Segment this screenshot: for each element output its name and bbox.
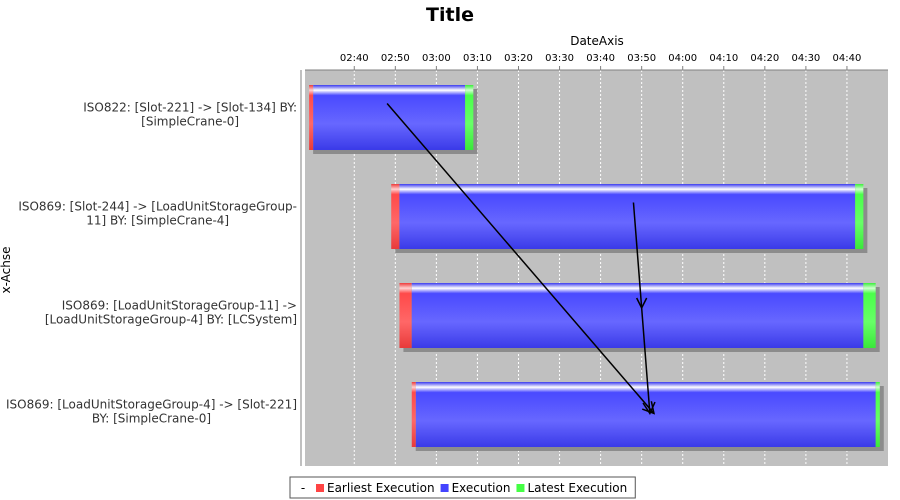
category-label: ISO822: [Slot-221] -> [Slot-134] BY: xyxy=(83,101,297,115)
category-label: [LoadUnitStorageGroup-4] BY: [LCSystem] xyxy=(45,313,297,327)
legend-swatch xyxy=(516,484,525,492)
legend-swatch xyxy=(440,484,449,492)
bar-earliest-execution xyxy=(411,382,416,447)
bar-latest-execution xyxy=(875,382,880,447)
chart-title: Title xyxy=(426,4,474,26)
legend: - Earliest Execution Execution Latest Exec… xyxy=(289,476,636,499)
bar-execution xyxy=(313,85,466,150)
tick-label: 03:40 xyxy=(586,53,615,64)
category-label: BY: [SimpleCrane-0] xyxy=(92,412,211,426)
tick-label: 04:20 xyxy=(750,53,779,64)
category-axis-label: x-Achse xyxy=(0,246,13,293)
date-axis-ticks: 02:40 02:50 03:00 03:10 03:20 03:30 03:40 03:50… xyxy=(340,53,862,70)
bar-execution xyxy=(399,184,856,249)
legend-swatch xyxy=(316,484,324,492)
date-axis-label: DateAxis xyxy=(570,34,624,48)
legend-prefix: - xyxy=(301,481,305,495)
category-label: [SimpleCrane-0] xyxy=(141,115,239,129)
category-label: ISO869: [Slot-244] -> [LoadUnitStorageGr… xyxy=(18,200,297,214)
bar-latest-execution xyxy=(465,85,474,150)
bar-earliest-execution xyxy=(391,184,400,249)
bar-earliest-execution xyxy=(309,85,314,150)
bar-execution xyxy=(415,382,876,447)
bars xyxy=(309,85,880,447)
tick-label: 03:00 xyxy=(422,53,451,64)
tick-label: 03:30 xyxy=(545,53,574,64)
legend-box xyxy=(289,476,636,499)
bar-latest-execution xyxy=(855,184,864,249)
legend-entry: Latest Execution xyxy=(527,481,627,495)
category-label: ISO869: [LoadUnitStorageGroup-11] -> xyxy=(62,299,297,313)
tick-label: 02:50 xyxy=(381,53,410,64)
tick-label: 03:10 xyxy=(463,53,492,64)
legend-entry: Earliest Execution xyxy=(327,481,435,495)
annotation-arrows xyxy=(386,103,656,416)
tick-label: 04:00 xyxy=(668,53,697,64)
tick-label: 04:10 xyxy=(709,53,738,64)
bar-earliest-execution xyxy=(399,283,412,348)
category-label: ISO869: [LoadUnitStorageGroup-4] -> [Slo… xyxy=(6,398,297,412)
legend-entry: Execution xyxy=(452,481,511,495)
tick-label: 03:50 xyxy=(627,53,656,64)
tick-label: 04:30 xyxy=(791,53,820,64)
category-label: 11] BY: [SimpleCrane-4] xyxy=(86,214,229,228)
arrow-midhead xyxy=(635,297,648,310)
tick-label: 04:40 xyxy=(833,53,862,64)
bar-latest-execution xyxy=(863,283,876,348)
category-labels: ISO822: [Slot-221] -> [Slot-134] BY:[Sim… xyxy=(6,101,297,426)
tick-label: 03:20 xyxy=(504,53,533,64)
annotation-arrow xyxy=(386,103,656,415)
bar-execution xyxy=(411,283,864,348)
tick-label: 02:40 xyxy=(340,53,369,64)
